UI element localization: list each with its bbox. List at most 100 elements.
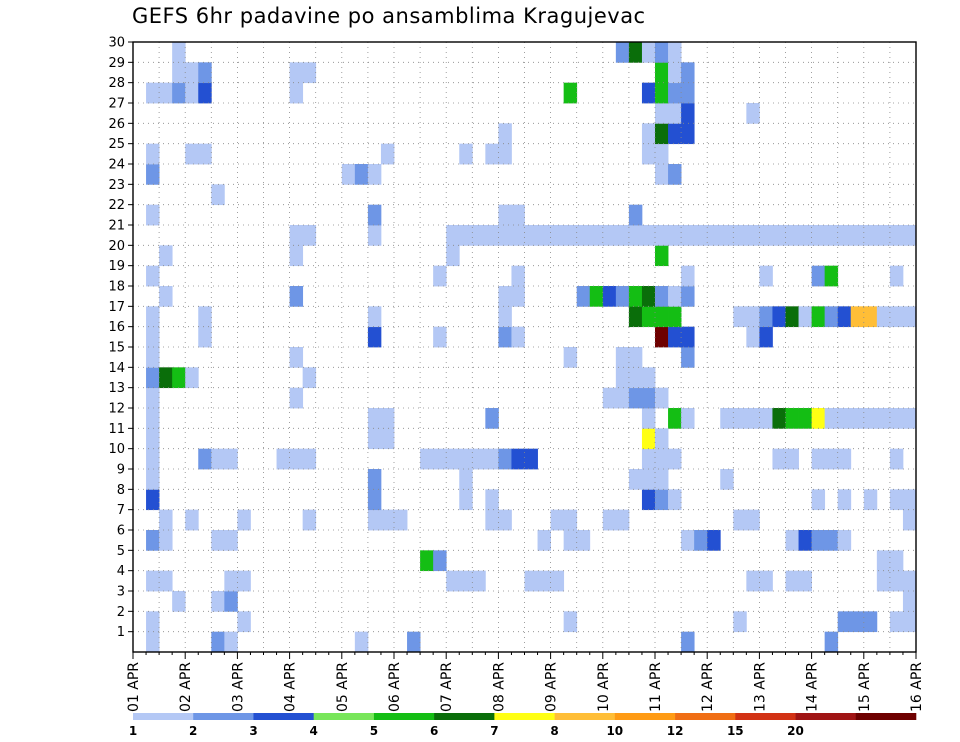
- heatmap-cell: [485, 489, 499, 511]
- heatmap-cell: [798, 530, 812, 551]
- heatmap-cell: [146, 408, 160, 429]
- heatmap-cell: [707, 530, 721, 551]
- heatmap-cell: [446, 225, 460, 246]
- heatmap-cell: [628, 306, 643, 328]
- heatmap-cell: [811, 530, 826, 551]
- heatmap-cell: [615, 286, 630, 307]
- heatmap-cell: [289, 245, 304, 267]
- heatmap-cell: [785, 570, 799, 592]
- y-tick-label: 18: [108, 280, 125, 295]
- x-tick-label: 07 APR: [439, 662, 455, 712]
- heatmap-cell: [850, 225, 865, 246]
- heatmap-cell: [628, 347, 643, 368]
- heatmap-cell: [668, 326, 682, 348]
- heatmap-cell: [341, 164, 356, 185]
- heatmap-cell: [746, 225, 760, 246]
- heatmap-cell: [289, 448, 304, 470]
- heatmap-cell: [876, 306, 891, 328]
- heatmap-cell: [668, 62, 682, 84]
- y-tick-label: 27: [108, 97, 125, 112]
- heatmap-cell: [498, 204, 512, 226]
- heatmap-cell: [511, 204, 525, 226]
- colorbar-swatch: [133, 713, 194, 720]
- heatmap-cell: [889, 265, 904, 287]
- heatmap-cell: [485, 509, 499, 531]
- heatmap-cell: [380, 408, 395, 429]
- heatmap-cell: [211, 591, 225, 612]
- heatmap-cell: [641, 428, 656, 450]
- heatmap-cell: [198, 82, 212, 104]
- heatmap-cell: [146, 164, 160, 185]
- heatmap-cell: [289, 286, 304, 307]
- y-tick-label: 22: [108, 198, 125, 213]
- colorbar-swatch: [855, 713, 917, 720]
- heatmap-cell: [159, 367, 173, 389]
- heatmap-cell: [433, 326, 447, 348]
- heatmap-cell: [563, 611, 578, 633]
- heatmap-cell: [681, 103, 695, 124]
- heatmap-cell: [511, 448, 525, 470]
- heatmap-cell: [563, 509, 578, 531]
- heatmap-cell: [746, 306, 760, 328]
- heatmap-cell: [615, 367, 630, 389]
- heatmap-cell: [367, 408, 382, 429]
- heatmap-cell: [159, 245, 173, 267]
- x-tick-label: 06 APR: [387, 662, 403, 712]
- heatmap-cell: [628, 42, 643, 63]
- heatmap-cell: [628, 204, 643, 226]
- heatmap-cell: [146, 367, 160, 389]
- heatmap-cell: [185, 82, 199, 104]
- heatmap-cell: [681, 286, 695, 307]
- heatmap-cell: [759, 408, 773, 429]
- y-tick-label: 1: [117, 625, 125, 640]
- heatmap-cell: [576, 286, 591, 307]
- heatmap-cell: [159, 286, 173, 307]
- colorbar-label: 6: [430, 724, 438, 738]
- heatmap-cell: [498, 225, 512, 246]
- x-tick-label: 16 APR: [909, 662, 925, 712]
- heatmap-cell: [902, 306, 917, 328]
- heatmap-cell: [824, 448, 839, 470]
- heatmap-cell: [198, 326, 212, 348]
- heatmap-cell: [615, 387, 630, 409]
- heatmap-cell: [876, 225, 891, 246]
- heatmap-cell: [224, 570, 238, 592]
- y-tick-label: 5: [117, 544, 125, 559]
- heatmap-cell: [185, 62, 199, 84]
- heatmap-cell: [146, 82, 160, 104]
- heatmap-cell: [172, 591, 186, 612]
- heatmap-cell: [302, 225, 317, 246]
- x-tick-label: 10 APR: [596, 662, 612, 712]
- heatmap-cell: [172, 62, 186, 84]
- heatmap-cell: [668, 448, 682, 470]
- colorbar-swatch: [313, 713, 375, 720]
- heatmap-cell: [641, 367, 656, 389]
- y-tick-label: 21: [108, 219, 125, 234]
- heatmap-cell: [772, 225, 786, 246]
- colorbar-label: 1: [129, 724, 137, 738]
- heatmap-cell: [146, 326, 160, 348]
- heatmap-cell: [681, 225, 695, 246]
- heatmap-cell: [602, 387, 617, 409]
- y-tick-label: 17: [108, 300, 125, 315]
- heatmap-cell: [498, 306, 512, 328]
- heatmap-cell: [146, 428, 160, 450]
- y-tick-label: 23: [108, 178, 125, 193]
- heatmap-cell: [902, 489, 917, 511]
- heatmap-cell: [720, 225, 734, 246]
- colorbar-swatch: [373, 713, 435, 720]
- colorbar-label: 3: [249, 724, 257, 738]
- heatmap-cell: [655, 245, 669, 267]
- heatmap-cell: [380, 143, 395, 165]
- heatmap-cell: [824, 631, 839, 653]
- heatmap-cell: [472, 570, 486, 592]
- heatmap-cell: [628, 367, 643, 389]
- y-tick-label: 30: [108, 36, 125, 51]
- heatmap-cell: [367, 225, 382, 246]
- heatmap-cell: [876, 570, 891, 592]
- heatmap-cell: [498, 448, 512, 470]
- heatmap-cell: [433, 448, 447, 470]
- heatmap-cell: [785, 448, 799, 470]
- heatmap-cell: [681, 62, 695, 84]
- heatmap-cell: [615, 225, 630, 246]
